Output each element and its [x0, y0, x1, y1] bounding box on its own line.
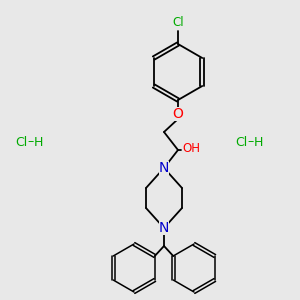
Text: –: – [247, 136, 253, 148]
Text: OH: OH [182, 142, 200, 155]
Text: O: O [172, 107, 183, 121]
Text: N: N [159, 161, 169, 175]
Text: H: H [34, 136, 43, 148]
Text: Cl: Cl [15, 136, 27, 148]
Text: –: – [27, 136, 33, 148]
Text: N: N [159, 221, 169, 235]
Text: Cl: Cl [172, 16, 184, 29]
Text: Cl: Cl [235, 136, 247, 148]
Text: H: H [254, 136, 263, 148]
